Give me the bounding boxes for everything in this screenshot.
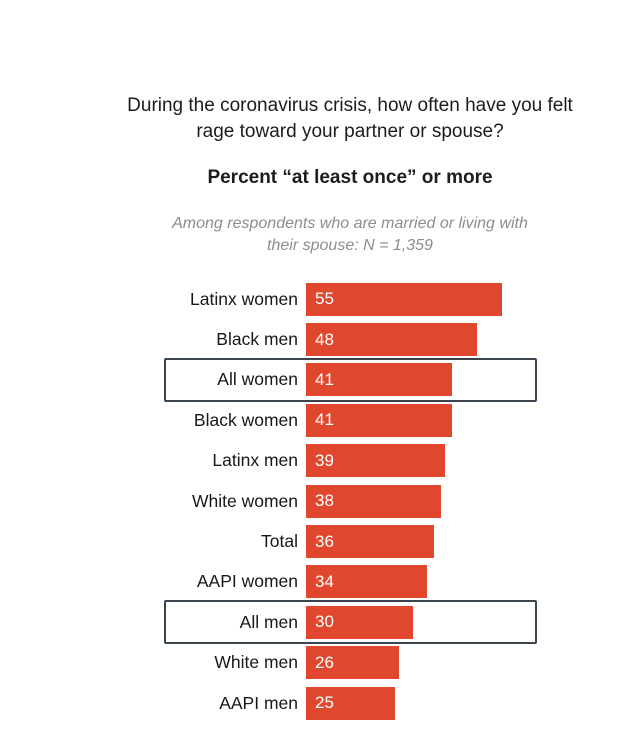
bar-value-label: 26	[315, 652, 334, 672]
bar-row: Black men 48	[64, 319, 636, 359]
category-label: Latinx men	[212, 450, 298, 471]
category-label: White men	[214, 652, 298, 673]
bar-value-label: 48	[315, 329, 334, 349]
sample-size-note: Among respondents who are married or liv…	[172, 215, 528, 254]
bar: 34	[306, 565, 427, 599]
bar: 36	[306, 525, 434, 559]
bar-row: AAPI men 25	[64, 683, 636, 723]
bar-row: White men 26	[64, 643, 636, 683]
bar-value-label: 30	[315, 612, 334, 632]
bar-value-label: 41	[315, 369, 334, 389]
bar-value-label: 55	[315, 289, 334, 309]
highlight-box	[164, 357, 537, 402]
bar: 26	[306, 646, 399, 680]
category-label: Black men	[216, 329, 298, 350]
bar-value-label: 25	[315, 693, 334, 713]
category-label: All women	[217, 369, 298, 390]
bar: 41	[306, 363, 452, 397]
category-label: AAPI men	[219, 692, 298, 713]
bar-row: AAPI women 34	[64, 562, 636, 602]
category-label: Black women	[193, 409, 298, 430]
bar-value-label: 41	[315, 410, 334, 430]
bar: 38	[306, 484, 441, 518]
category-label: Latinx women	[190, 288, 298, 309]
bar-row: Latinx women 55	[64, 279, 636, 319]
category-label: All men	[239, 611, 298, 632]
bar-value-label: 38	[315, 491, 334, 511]
bar-value-label: 34	[315, 571, 334, 591]
bar: 39	[306, 444, 445, 478]
bar-chart: Latinx women 55 Black men 48 All women 41 Blac…	[64, 279, 636, 723]
bar-row: Total 36	[64, 521, 636, 561]
category-label: White women	[191, 490, 298, 511]
chart-question-title: During the coronavirus crisis, how often…	[127, 95, 573, 142]
chart-subtitle: Percent “at least once” or more	[207, 167, 493, 188]
bar-row: White women 38	[64, 481, 636, 521]
bar: 41	[306, 403, 452, 437]
highlight-box	[164, 600, 537, 645]
bar: 48	[306, 323, 477, 357]
category-label: Total	[261, 531, 298, 552]
category-label: AAPI women	[196, 571, 298, 592]
bar-row: All women 41	[64, 357, 636, 402]
bar: 25	[306, 686, 395, 720]
bar-value-label: 39	[315, 450, 334, 470]
bar-row: Latinx men 39	[64, 441, 636, 481]
bar-row: Black women 41	[64, 400, 636, 440]
bar-value-label: 36	[315, 531, 334, 551]
bar: 30	[306, 605, 413, 639]
bar: 55	[306, 282, 502, 316]
bar-row: All men 30	[64, 600, 636, 645]
